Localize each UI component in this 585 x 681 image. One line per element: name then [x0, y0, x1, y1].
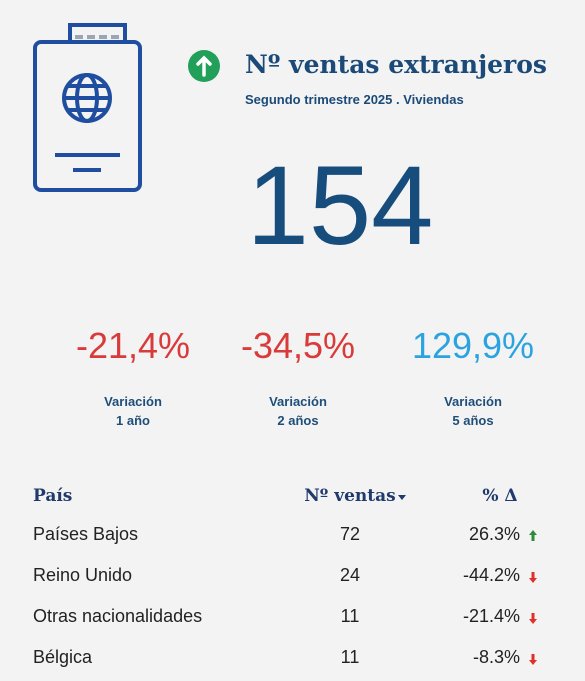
table-cell: 11: [340, 647, 360, 667]
variation-value: -34,5%: [240, 325, 356, 366]
subtitle: Segundo trimestre 2025 . Viviendas: [245, 92, 464, 107]
variation-label: Variación: [104, 394, 162, 409]
arrow-up: [529, 530, 537, 541]
table-cell: 72: [339, 524, 361, 544]
passport-icon: [33, 23, 142, 192]
variation-value: -21,4%: [75, 325, 191, 366]
trend-icon: [188, 50, 220, 82]
table-cell: Reino Unido: [33, 565, 133, 585]
variation-label: Variación: [444, 394, 502, 409]
table-cell: 26.3%: [468, 524, 520, 544]
variation-label: Variación 1 año: [43, 392, 223, 430]
variation-period: 5 años: [452, 413, 494, 428]
table-cell: -44.2%: [462, 565, 520, 585]
variation-label: Variación 5 años: [383, 392, 563, 430]
table-cell: 24: [339, 565, 361, 585]
variation-label: Variación: [269, 394, 327, 409]
table-cell: -21.4%: [462, 606, 520, 626]
variation-period: 2 años: [277, 413, 319, 428]
table-cell: Otras nacionalidades: [33, 606, 203, 626]
arrow-down: [529, 613, 537, 624]
table-cell: -8.3%: [472, 647, 520, 667]
title: Nº ventas extranjeros: [245, 50, 547, 79]
variation-value: 129,9%: [411, 325, 535, 366]
column-header: País: [33, 486, 73, 506]
table-cell: Países Bajos: [33, 524, 139, 544]
arrow-down: [529, 654, 537, 665]
variation-period: 1 año: [116, 413, 150, 428]
table-cell: Bélgica: [33, 647, 93, 667]
arrow-down: [529, 572, 537, 583]
variation-label: Variación 2 años: [208, 392, 388, 430]
table-cell: 11: [340, 606, 360, 626]
sort-icon[interactable]: [398, 495, 406, 501]
kpi-value: 154: [246, 143, 434, 268]
column-header: % Δ: [482, 486, 518, 506]
column-header: Nº ventas: [304, 486, 396, 506]
